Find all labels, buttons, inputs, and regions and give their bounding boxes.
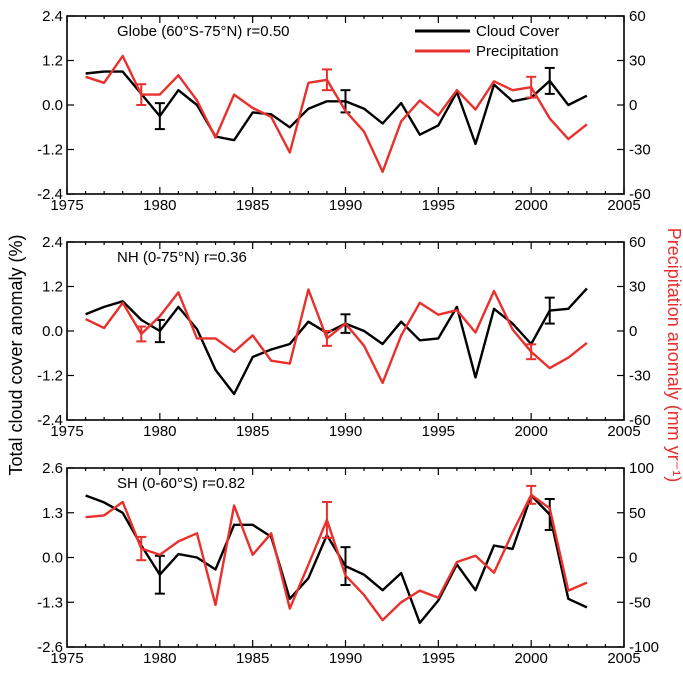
panels: 1975 1980 1985 1990 1995 2000 2005-2.4-1.20.01… bbox=[37, 8, 659, 667]
x-tick-label: 2000 bbox=[514, 423, 547, 440]
legend: Cloud Cover Precipitation bbox=[415, 23, 559, 60]
chart-panel-3: 1975 1980 1985 1990 1995 2000 2005 -2.6 -1.3 0.0 1… bbox=[37, 460, 659, 667]
x-tick-label: 1980 bbox=[143, 423, 176, 440]
x-tick-label: 1985 bbox=[236, 423, 269, 440]
y-right-tick-label: 60 bbox=[629, 234, 646, 251]
y-right-tick-label: 100 bbox=[629, 460, 654, 477]
error-bar-precipitation bbox=[321, 501, 332, 539]
y-left-tick-label: 0.0 bbox=[42, 323, 63, 340]
series-line-precipitation bbox=[85, 54, 588, 174]
x-tick-label: 1980 bbox=[143, 650, 176, 667]
error-bar-precipitation bbox=[321, 330, 332, 347]
y-right-tick-label: -100 bbox=[629, 639, 659, 656]
y-right-tick-label: 30 bbox=[629, 279, 646, 296]
y-left-tick-label: -2.4 bbox=[37, 412, 63, 429]
y-left-tick-label: 0.0 bbox=[42, 550, 63, 567]
chart-panel-1: 1975 1980 1985 1990 1995 2000 2005 -2.4 -1.2 0.0 1… bbox=[37, 8, 651, 214]
error-bar-cloud-cover bbox=[544, 497, 555, 531]
y-right-tick-label: -60 bbox=[629, 186, 651, 203]
x-tick-label: 2000 bbox=[514, 197, 547, 214]
x-tick-label: 1975 bbox=[50, 423, 83, 440]
series-line-cloud-cover bbox=[85, 70, 588, 146]
chart-panel-2: 1975 1980 1985 1990 1995 2000 2005 -2.4 -1.2 0.0 1… bbox=[37, 234, 651, 440]
x-tick-label: 2000 bbox=[514, 650, 547, 667]
error-bar-cloud-cover bbox=[154, 102, 165, 131]
x-tick-label: 1995 bbox=[422, 650, 455, 667]
y-left-tick-label: 1.2 bbox=[42, 53, 63, 70]
error-bar-precipitation bbox=[526, 484, 537, 505]
panel-title: SH (0-60°S) r=0.82 bbox=[117, 475, 245, 492]
y-left-tick-label: 1.3 bbox=[42, 505, 63, 522]
error-bar-cloud-cover bbox=[154, 318, 165, 344]
y-left-tick-label: 2.4 bbox=[42, 234, 63, 251]
x-tick-label: 1975 bbox=[50, 197, 83, 214]
legend-label: Cloud Cover bbox=[476, 23, 559, 40]
series-line-precipitation bbox=[85, 288, 588, 385]
y-left-tick-label: 1.2 bbox=[42, 279, 63, 296]
error-bar-cloud-cover bbox=[154, 554, 165, 595]
y-left-tick-label: -2.4 bbox=[37, 186, 63, 203]
panel-title: Globe (60°S-75°N) r=0.50 bbox=[117, 23, 290, 40]
y-right-tick-label: 50 bbox=[629, 505, 646, 522]
error-bar-cloud-cover bbox=[340, 546, 351, 587]
panel-title: NH (0-75°N) r=0.36 bbox=[117, 249, 247, 266]
y-left-tick-label: -1.3 bbox=[37, 594, 63, 611]
x-tick-label: 1995 bbox=[422, 423, 455, 440]
x-tick-label: 1975 bbox=[50, 650, 83, 667]
y-right-tick-label: 0 bbox=[629, 323, 637, 340]
y-right-tick-label: 0 bbox=[629, 550, 637, 567]
x-tick-label: 1995 bbox=[422, 197, 455, 214]
x-tick-label: 1990 bbox=[329, 423, 362, 440]
y-right-tick-label: -60 bbox=[629, 412, 651, 429]
y-right-tick-label: -50 bbox=[629, 594, 651, 611]
error-bar-cloud-cover bbox=[544, 296, 555, 325]
x-tick-label: 1985 bbox=[236, 650, 269, 667]
y-right-tick-label: 0 bbox=[629, 97, 637, 114]
x-tick-label: 2005 bbox=[607, 423, 640, 440]
x-tick-label: 1985 bbox=[236, 197, 269, 214]
x-tick-label: 1990 bbox=[329, 650, 362, 667]
y-left-tick-label: -2.6 bbox=[37, 639, 63, 656]
error-bar-precipitation bbox=[136, 535, 147, 562]
right-axis-label: Precipitation anomaly (mm yr⁻¹) bbox=[664, 228, 683, 483]
error-bar-precipitation bbox=[136, 83, 147, 106]
error-bar-precipitation bbox=[321, 68, 332, 92]
error-bar-cloud-cover bbox=[544, 66, 555, 95]
error-bar-precipitation bbox=[526, 75, 537, 99]
legend-label: Precipitation bbox=[476, 43, 559, 60]
series-line-cloud-cover bbox=[85, 287, 588, 396]
left-axis-label: Total cloud cover anomaly (%) bbox=[6, 234, 26, 475]
error-bar-precipitation bbox=[136, 325, 147, 343]
y-left-tick-label: 0.0 bbox=[42, 97, 63, 114]
x-tick-label: 1990 bbox=[329, 197, 362, 214]
y-left-tick-label: -1.2 bbox=[37, 368, 63, 385]
x-tick-label: 1980 bbox=[143, 197, 176, 214]
series-line-precipitation bbox=[85, 493, 588, 622]
y-left-tick-label: 2.4 bbox=[42, 8, 63, 25]
error-bar-precipitation bbox=[526, 343, 537, 361]
y-right-tick-label: -30 bbox=[629, 142, 651, 159]
x-tick-label: 2005 bbox=[607, 197, 640, 214]
x-tick-label: 2005 bbox=[607, 650, 640, 667]
y-left-tick-label: -1.2 bbox=[37, 142, 63, 159]
y-right-tick-label: 60 bbox=[629, 8, 646, 25]
y-right-tick-label: 30 bbox=[629, 53, 646, 70]
y-left-tick-label: 2.6 bbox=[42, 460, 63, 477]
y-right-tick-label: -30 bbox=[629, 368, 651, 385]
